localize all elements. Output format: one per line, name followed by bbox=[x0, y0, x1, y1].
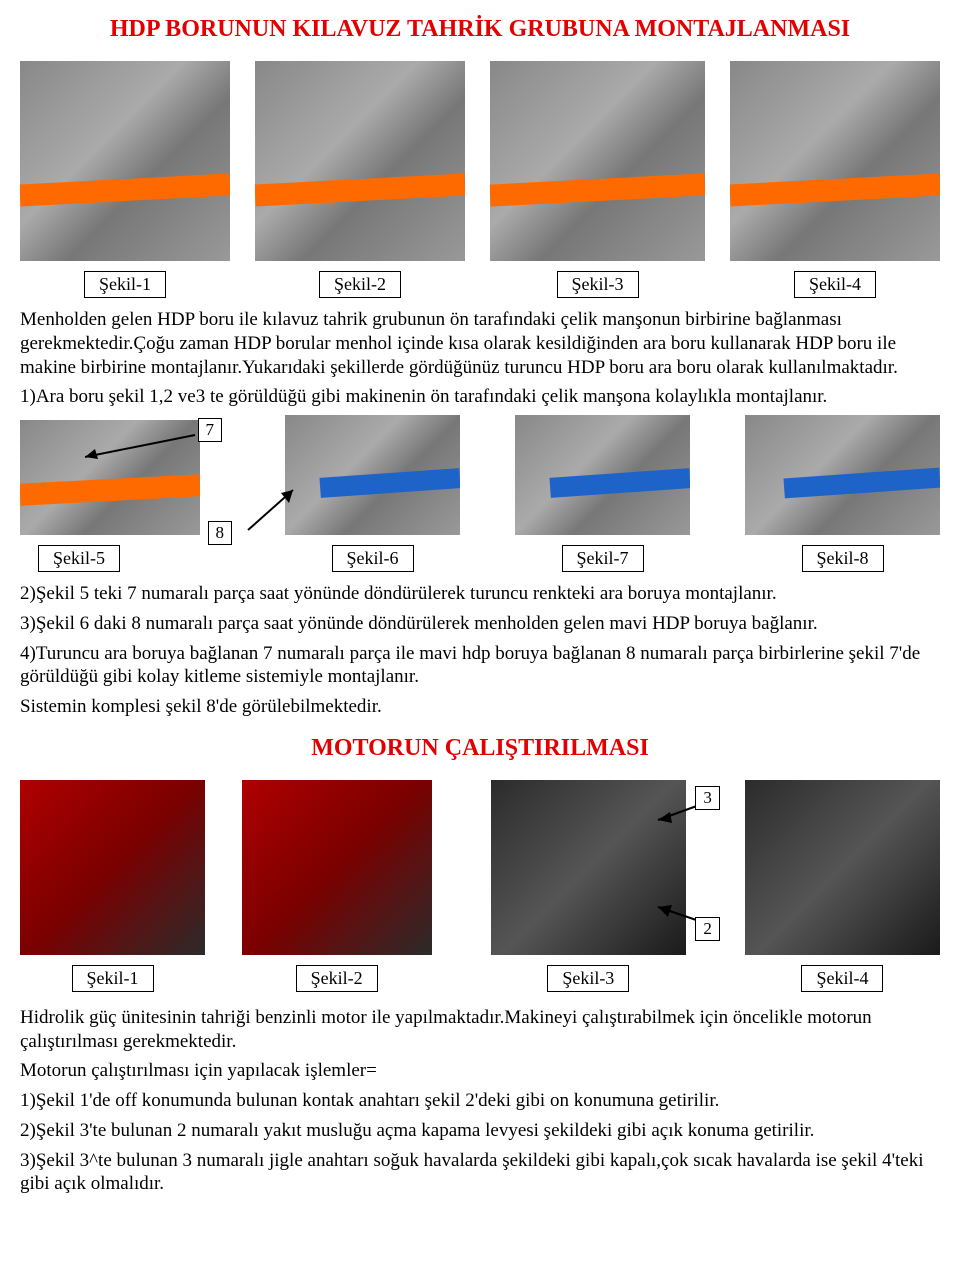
motor-figure-cell-1: Şekil-1 bbox=[20, 780, 205, 992]
figure-cell-6: Şekil-6 bbox=[285, 415, 460, 572]
figure-image-2 bbox=[255, 61, 465, 261]
paragraph-motor-intro: Hidrolik güç ünitesinin tahriği benzinli… bbox=[20, 1006, 940, 1054]
figure-row-1: Şekil-1 Şekil-2 Şekil-3 Şekil-4 bbox=[20, 61, 940, 298]
callout-8: 8 bbox=[208, 521, 233, 545]
figure-caption-2: Şekil-2 bbox=[319, 271, 401, 298]
figure-image-6 bbox=[285, 415, 460, 535]
figure-row-3: Şekil-1 Şekil-2 3 2 Şekil-3 Şekil-4 bbox=[20, 780, 940, 992]
figure-caption-1: Şekil-1 bbox=[84, 271, 166, 298]
page-title-2: MOTORUN ÇALIŞTIRILMASI bbox=[20, 735, 940, 762]
motor-figure-caption-4: Şekil-4 bbox=[801, 965, 883, 992]
figure-cell-8: Şekil-8 bbox=[745, 415, 940, 572]
figure-cell-7: Şekil-7 bbox=[515, 415, 690, 572]
list-item-1: 1)Ara boru şekil 1,2 ve3 te görüldüğü gi… bbox=[20, 385, 940, 409]
figure-image-3 bbox=[490, 61, 705, 261]
figure-image-8 bbox=[745, 415, 940, 535]
figure-caption-8: Şekil-8 bbox=[802, 545, 884, 572]
figure-caption-7: Şekil-7 bbox=[562, 545, 644, 572]
figure-row-2: 7 8 Şekil-5 Şekil-6 Şekil-7 Şekil-8 bbox=[20, 415, 940, 572]
motor-figure-cell-2: Şekil-2 bbox=[242, 780, 432, 992]
motor-figure-caption-1: Şekil-1 bbox=[72, 965, 154, 992]
motor-figure-caption-3: Şekil-3 bbox=[547, 965, 629, 992]
list-item-4: 4)Turuncu ara boruya bağlanan 7 numaralı… bbox=[20, 642, 940, 690]
figure-cell-5: 7 8 Şekil-5 bbox=[20, 420, 230, 572]
callout-2: 2 bbox=[695, 917, 720, 941]
figure-cell-1: Şekil-1 bbox=[20, 61, 230, 298]
figure-image-4 bbox=[730, 61, 940, 261]
paragraph-intro-1: Menholden gelen HDP boru ile kılavuz tah… bbox=[20, 308, 940, 379]
motor-list-item-2: 2)Şekil 3'te bulunan 2 numaralı yakıt mu… bbox=[20, 1119, 940, 1143]
figure-caption-6: Şekil-6 bbox=[332, 545, 414, 572]
figure-cell-4: Şekil-4 bbox=[730, 61, 940, 298]
arrow-icon bbox=[243, 485, 303, 535]
motor-list-item-3: 3)Şekil 3^te bulunan 3 numaralı jigle an… bbox=[20, 1149, 940, 1197]
figure-image-7 bbox=[515, 415, 690, 535]
motor-figure-image-1 bbox=[20, 780, 205, 955]
figure-caption-4: Şekil-4 bbox=[794, 271, 876, 298]
motor-list-item-1: 1)Şekil 1'de off konumunda bulunan konta… bbox=[20, 1089, 940, 1113]
list-item-3: 3)Şekil 6 daki 8 numaralı parça saat yön… bbox=[20, 612, 940, 636]
list-item-2: 2)Şekil 5 teki 7 numaralı parça saat yön… bbox=[20, 582, 940, 606]
callout-3: 3 bbox=[695, 786, 720, 810]
figure-cell-3: Şekil-3 bbox=[490, 61, 705, 298]
motor-figure-caption-2: Şekil-2 bbox=[296, 965, 378, 992]
paragraph-ops-header: Motorun çalıştırılması için yapılacak iş… bbox=[20, 1059, 940, 1083]
page-title-1: HDP BORUNUN KILAVUZ TAHRİK GRUBUNA MONTA… bbox=[20, 16, 940, 43]
figure-cell-2: Şekil-2 bbox=[255, 61, 465, 298]
figure-caption-3: Şekil-3 bbox=[557, 271, 639, 298]
figure-image-1 bbox=[20, 61, 230, 261]
arrow-icon bbox=[80, 432, 200, 462]
motor-figure-image-4 bbox=[745, 780, 940, 955]
figure-caption-5: Şekil-5 bbox=[38, 545, 120, 572]
callout-7: 7 bbox=[198, 418, 223, 442]
motor-figure-cell-3: 3 2 Şekil-3 bbox=[468, 780, 708, 992]
motor-figure-image-2 bbox=[242, 780, 432, 955]
motor-figure-cell-4: Şekil-4 bbox=[745, 780, 940, 992]
paragraph-system: Sistemin komplesi şekil 8'de görülebilme… bbox=[20, 695, 940, 719]
